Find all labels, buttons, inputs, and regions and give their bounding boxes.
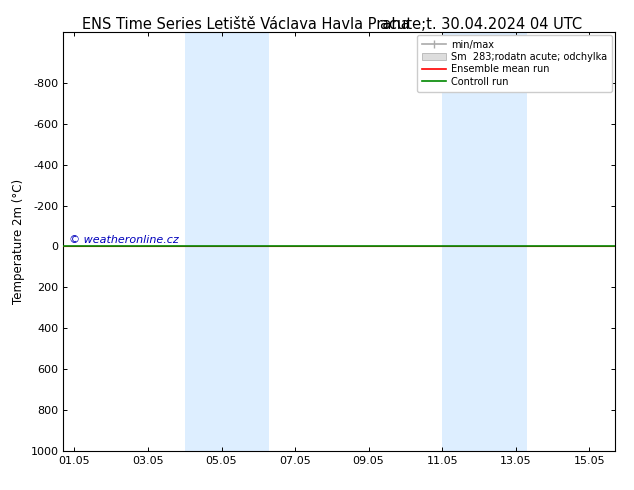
Text: ENS Time Series Letiště Václava Havla Praha: ENS Time Series Letiště Václava Havla Pr… (82, 17, 410, 32)
Bar (184, 32, 269, 451)
Legend: min/max, Sm  283;rodatn acute; odchylka, Ensemble mean run, Controll run: min/max, Sm 283;rodatn acute; odchylka, … (417, 35, 612, 92)
Text: acute;t. 30.04.2024 04 UTC: acute;t. 30.04.2024 04 UTC (380, 17, 583, 32)
Bar (442, 32, 527, 451)
Text: © weatheronline.cz: © weatheronline.cz (69, 236, 179, 245)
Y-axis label: Temperature 2m (°C): Temperature 2m (°C) (12, 179, 25, 304)
